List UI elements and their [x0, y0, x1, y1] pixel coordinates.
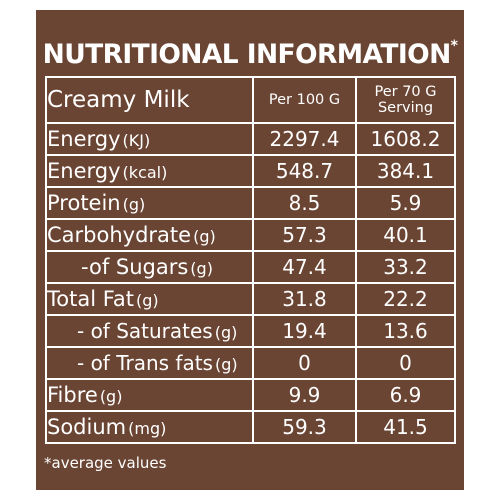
nutrient-name: Energy: [47, 159, 121, 183]
nutrition-panel: NUTRITIONAL INFORMATION* Creamy Milk Per…: [36, 10, 464, 490]
nutrient-label: -of Sugars (g): [45, 250, 254, 284]
nutrient-unit: (g): [214, 323, 238, 342]
nutrient-unit: (g): [214, 355, 238, 374]
nutrient-label: Sodium (mg): [45, 410, 254, 444]
title-asterisk: *: [450, 38, 458, 54]
nutrient-unit: (KJ): [122, 131, 151, 150]
table-row: Total Fat (g) 31.8 22.2: [45, 282, 456, 316]
title-text: NUTRITIONAL INFORMATION: [42, 38, 452, 70]
table-row: Sodium (mg) 59.3 41.5: [45, 410, 456, 444]
value-per-100g: 31.8: [252, 282, 357, 316]
header-serving-line1: Per 70 G: [374, 84, 437, 100]
value-per-serving: 13.6: [355, 314, 456, 348]
nutrient-name: Fibre: [47, 383, 98, 407]
nutrient-label: Fibre (g): [45, 378, 254, 412]
value-per-serving: 384.1: [355, 154, 456, 188]
table-row: - of Saturates (g) 19.4 13.6: [45, 314, 456, 348]
nutrient-unit: (mg): [128, 419, 167, 438]
nutrient-unit: (g): [135, 291, 159, 310]
table-row: Energy (KJ) 2297.4 1608.2: [45, 122, 456, 156]
value-per-serving: 41.5: [355, 410, 456, 444]
nutrient-unit: (g): [190, 259, 213, 278]
nutrition-title: NUTRITIONAL INFORMATION*: [36, 34, 464, 70]
nutrient-name: -of Sugars: [81, 255, 189, 279]
footnote: *average values: [44, 454, 167, 472]
table-row: -of Sugars (g) 47.4 33.2: [45, 250, 456, 284]
nutrient-unit: (g): [122, 195, 146, 214]
nutrient-name: - of Trans fats: [77, 351, 213, 375]
nutrient-unit: (kcal): [122, 163, 168, 182]
value-per-100g: 2297.4: [252, 122, 357, 156]
value-per-100g: 19.4: [252, 314, 357, 348]
nutrient-unit: (g): [193, 227, 216, 246]
nutrient-label: Energy (KJ): [45, 122, 254, 156]
nutrition-table: Creamy Milk Per 100 G Per 70 G Serving En…: [45, 76, 456, 444]
value-per-100g: 8.5: [252, 186, 357, 220]
value-per-serving: 1608.2: [355, 122, 456, 156]
nutrient-label: - of Saturates (g): [45, 314, 254, 348]
value-per-serving: 40.1: [355, 218, 456, 252]
table-row: Protein (g) 8.5 5.9: [45, 186, 456, 220]
table-row: Fibre (g) 9.9 6.9: [45, 378, 456, 412]
value-per-serving: 33.2: [355, 250, 456, 284]
value-per-100g: 548.7: [252, 154, 357, 188]
nutrient-name: Carbohydrate: [47, 223, 192, 247]
header-per-serving: Per 70 G Serving: [355, 76, 456, 124]
table-row: - of Trans fats (g) 0 0: [45, 346, 456, 380]
table-row: Carbohydrate (g) 57.3 40.1: [45, 218, 456, 252]
value-per-100g: 59.3: [252, 410, 357, 444]
value-per-serving: 6.9: [355, 378, 456, 412]
header-row: Creamy Milk Per 100 G Per 70 G Serving: [45, 76, 456, 124]
nutrient-name: - of Saturates: [77, 319, 213, 343]
nutrient-name: Sodium: [47, 415, 127, 439]
header-serving-line2: Serving: [377, 100, 434, 116]
value-per-serving: 22.2: [355, 282, 456, 316]
nutrient-name: Protein: [47, 191, 121, 215]
value-per-100g: 57.3: [252, 218, 357, 252]
nutrient-label: Carbohydrate (g): [45, 218, 254, 252]
header-per-100g: Per 100 G: [252, 76, 357, 124]
nutrient-name: Total Fat: [47, 287, 134, 311]
value-per-100g: 9.9: [252, 378, 357, 412]
value-per-100g: 47.4: [252, 250, 357, 284]
nutrient-label: - of Trans fats (g): [45, 346, 254, 380]
value-per-serving: 0: [355, 346, 456, 380]
value-per-100g: 0: [252, 346, 357, 380]
table-row: Energy (kcal) 548.7 384.1: [45, 154, 456, 188]
nutrient-unit: (g): [99, 387, 123, 406]
nutrient-label: Protein (g): [45, 186, 254, 220]
nutrient-label: Energy (kcal): [45, 154, 254, 188]
product-name: Creamy Milk: [45, 76, 254, 124]
nutrient-name: Energy: [47, 127, 121, 151]
value-per-serving: 5.9: [355, 186, 456, 220]
nutrient-label: Total Fat (g): [45, 282, 254, 316]
